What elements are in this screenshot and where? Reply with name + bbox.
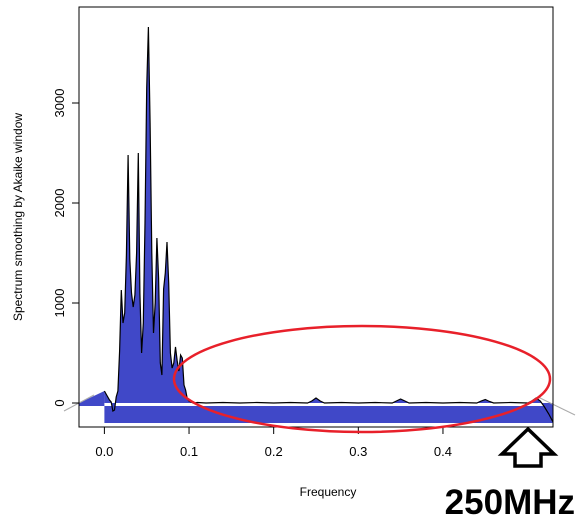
spectrum-area [104, 27, 554, 422]
up-arrow-icon [497, 426, 559, 468]
x-tick-label: 0.2 [265, 444, 283, 459]
edge-line-right [537, 396, 576, 416]
frequency-badge-label: 250MHz [445, 483, 575, 520]
x-tick-label: 0.0 [95, 444, 113, 459]
highlight-ellipse [172, 324, 552, 434]
annotation-layer: 250MHz [172, 324, 575, 520]
x-tick-label: 0.1 [180, 444, 198, 459]
spectrum-line [103, 26, 554, 423]
y-tick-label: 1000 [52, 289, 67, 318]
y-tick-label: 2000 [52, 189, 67, 218]
axes-layer: 0.00.10.20.30.40.50100020003000Frequency… [11, 6, 554, 499]
plot-layer [63, 26, 576, 423]
x-tick-label: 0.4 [434, 444, 452, 459]
x-axis-title: Frequency [300, 485, 357, 499]
plot-frame [78, 6, 554, 428]
y-axis-title: Spectrum smoothing by Akaike window [11, 113, 25, 321]
x-tick-label: 0.3 [349, 444, 367, 459]
y-tick-label: 0 [52, 399, 67, 406]
y-tick-label: 3000 [52, 89, 67, 118]
baseline-band [79, 391, 553, 423]
